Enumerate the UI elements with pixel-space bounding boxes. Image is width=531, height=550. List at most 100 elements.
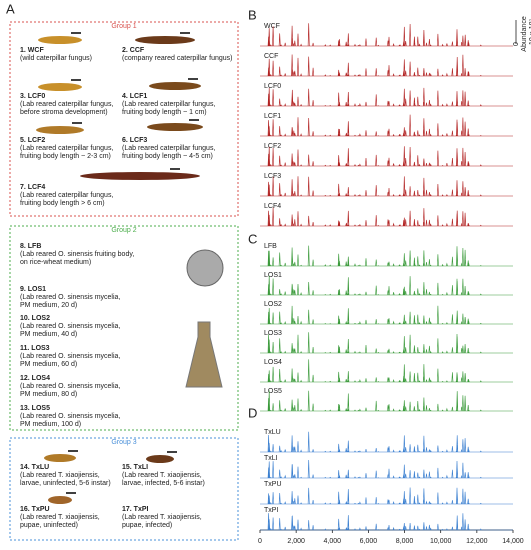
trace: [260, 146, 513, 167]
entry-desc: (Lab reared T. xiaojiensis,: [20, 472, 100, 479]
entry-desc: fruiting body length > 6 cm): [20, 200, 105, 207]
specimen-image: [149, 82, 201, 90]
specimen-image: [38, 36, 82, 44]
entry-label: 11. LOS3: [20, 345, 50, 352]
trace-label: LOS2: [264, 301, 282, 308]
trace: [260, 305, 513, 325]
entry-desc: (Lab reared caterpillar fungus,: [20, 145, 113, 152]
trace-label: TxLU: [264, 429, 281, 436]
entry-desc: (Lab reared T. xiaojiensis,: [122, 472, 202, 479]
specimen-image: [146, 455, 174, 463]
entry-desc: pupae, uninfected): [20, 522, 78, 529]
panel-letter: D: [248, 405, 257, 420]
entry-label: 1. WCF: [20, 47, 44, 54]
abundance-max: 10 × 10⁷: [529, 18, 531, 45]
trace-label: LOS3: [264, 330, 282, 337]
abundance-label: Abundance: [521, 16, 528, 52]
entry-desc: fruiting body length ~ 4-5 cm): [122, 153, 213, 160]
trace: [260, 23, 513, 47]
entry-desc: (Lab reared T. xiaojiensis,: [20, 514, 100, 521]
specimen-image: [38, 83, 82, 91]
entry-label: 6. LCF3: [122, 137, 147, 144]
trace-label: LOS5: [264, 388, 282, 395]
group-title: Group 2: [111, 227, 136, 234]
entry-desc: PM medium, 40 d): [20, 331, 77, 338]
group-box: [9, 21, 239, 217]
panel-letter: B: [248, 7, 257, 22]
trace-label: TxPU: [264, 481, 282, 488]
entry-desc: (Lab reared O. sinensis fruiting body,: [20, 251, 134, 258]
trace: [260, 431, 513, 453]
trace-label: LOS4: [264, 359, 282, 366]
entry-desc: (Lab reared O. sinensis mycelia,: [20, 413, 120, 420]
entry-desc: (company reared caterpillar fungus): [122, 55, 233, 62]
trace-label: LOS1: [264, 272, 282, 279]
entry-desc: (Lab reared caterpillar fungus,: [20, 101, 113, 108]
x-tick-label: 14,000: [502, 538, 524, 545]
entry-desc: pupae, infected): [122, 522, 172, 529]
entry-desc: fruiting body length ~ 2-3 cm): [20, 153, 111, 160]
entry-label: 4. LCF1: [122, 93, 147, 100]
entry-desc: (Lab reared caterpillar fungus,: [20, 192, 113, 199]
trace-label: WCF: [264, 23, 280, 30]
x-tick-label: 8,000: [396, 538, 414, 545]
entry-desc: on rice-wheat medium): [20, 259, 91, 266]
entry-label: 17. TxPI: [122, 506, 149, 513]
trace: [260, 390, 513, 412]
trace-label: LCF0: [264, 83, 281, 90]
trace: [260, 487, 513, 505]
trace: [260, 176, 513, 197]
entry-desc: (Lab reared caterpillar fungus,: [122, 145, 215, 152]
entry-desc: (wild caterpillar fungus): [20, 55, 92, 62]
entry-desc: before stroma development): [20, 109, 108, 116]
entry-desc: PM medium, 80 d): [20, 391, 77, 398]
trace-label: LCF3: [264, 173, 281, 180]
specimen-image: [80, 172, 200, 180]
entry-label: 3. LCF0: [20, 93, 45, 100]
entry-desc: larvae, infected, 5-6 instar): [122, 480, 205, 487]
group-box: [9, 437, 239, 541]
entry-label: 14. TxLU: [20, 464, 49, 471]
entry-label: 8. LFB: [20, 243, 41, 250]
entry-label: 12. LOS4: [20, 375, 50, 382]
specimen-image: [48, 496, 72, 504]
trace-label: TxPI: [264, 507, 278, 514]
entry-label: 2. CCF: [122, 47, 145, 54]
trace-label: LCF4: [264, 203, 281, 210]
flask: [185, 321, 223, 388]
entry-desc: (Lab reared O. sinensis mycelia,: [20, 323, 120, 330]
trace: [260, 332, 513, 354]
entry-label: 16. TxPU: [20, 506, 50, 513]
panel-letter: A: [6, 1, 15, 16]
entry-desc: (Lab reared O. sinensis mycelia,: [20, 353, 120, 360]
entry-label: 7. LCF4: [20, 184, 45, 191]
trace: [260, 54, 513, 77]
trace: [260, 513, 513, 531]
trace: [260, 114, 513, 137]
entry-desc: (Lab reared O. sinensis mycelia,: [20, 383, 120, 390]
trace: [260, 359, 513, 383]
trace: [260, 207, 513, 227]
entry-label: 13. LOS5: [20, 405, 50, 412]
entry-desc: (Lab reared O. sinensis mycelia,: [20, 294, 120, 301]
x-tick-label: 12,000: [466, 538, 488, 545]
petri-dish: [186, 249, 224, 287]
abundance-min: 0: [513, 42, 520, 46]
trace: [260, 459, 513, 479]
trace-label: LFB: [264, 243, 277, 250]
group-box: [9, 225, 239, 431]
entry-desc: larvae, uninfected, 5-6 instar): [20, 480, 111, 487]
trace-label: TxLI: [264, 455, 278, 462]
entry-desc: fruiting body length ~ 1 cm): [122, 109, 207, 116]
entry-desc: (Lab reared T. xiaojiensis,: [122, 514, 202, 521]
group-title: Group 1: [111, 23, 136, 30]
entry-label: 10. LOS2: [20, 315, 50, 322]
entry-label: 5. LCF2: [20, 137, 45, 144]
x-tick-label: 6,000: [360, 538, 378, 545]
entry-desc: (Lab reared caterpillar fungus,: [122, 101, 215, 108]
trace-label: CCF: [264, 53, 278, 60]
specimen-image: [147, 123, 203, 131]
entry-label: 15. TxLI: [122, 464, 148, 471]
